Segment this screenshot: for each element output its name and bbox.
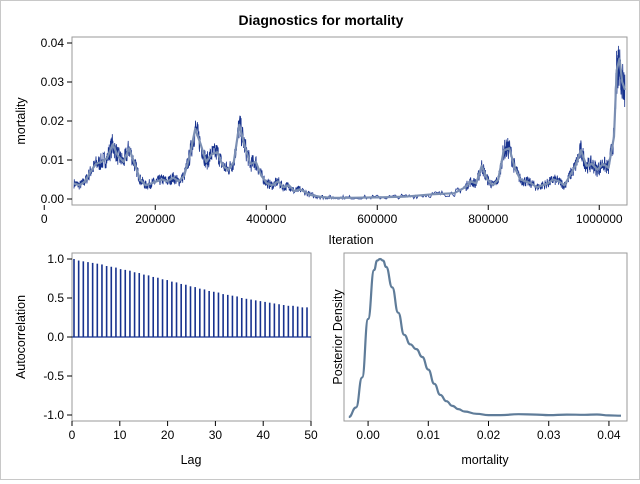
y-tick-label: 0.03: [41, 75, 65, 89]
trace-xlabel: Iteration: [328, 233, 373, 247]
density-curve: [348, 257, 622, 419]
y-tick-label: 0.0: [47, 330, 64, 344]
x-tick-label: 800000: [468, 212, 508, 226]
y-tick-label: 0.01: [41, 153, 65, 167]
trace-ylabel: mortality: [14, 97, 28, 145]
y-tick-label: 0.00: [41, 192, 65, 206]
x-tick-label: 50: [304, 428, 318, 442]
y-tick-label: 0.02: [41, 114, 65, 128]
density-plot: mortality Posterior Density 0.00 0.01 0.02…: [331, 252, 628, 467]
trace-plot: Iteration mortality 0 200000 400000 600000 8…: [14, 36, 628, 247]
trace-series-line: [73, 45, 626, 201]
x-tick-label: 0.04: [597, 428, 621, 442]
trace-smoothed-line: [73, 57, 627, 199]
x-tick-label: 20: [161, 428, 175, 442]
x-tick-label: 0.03: [537, 428, 561, 442]
x-tick-label: 0.00: [356, 428, 380, 442]
x-tick-label: 0: [69, 428, 76, 442]
x-tick-label: 30: [209, 428, 223, 442]
x-tick-label: 1000000: [576, 212, 623, 226]
autocorrelation-plot: Lag Autocorrelation 0 10 20 30 40 50 -1.0 -0.5 0…: [14, 252, 318, 467]
x-tick-label: 0.01: [417, 428, 441, 442]
density-xlabel: mortality: [461, 453, 509, 467]
acf-xlabel: Lag: [181, 453, 202, 467]
x-tick-label: 200000: [135, 212, 175, 226]
density-plot-frame: [343, 252, 628, 422]
figure-title: Diagnostics for mortality: [239, 12, 404, 28]
y-tick-label: -1.0: [43, 408, 64, 422]
x-tick-label: 600000: [357, 212, 397, 226]
x-tick-label: 40: [257, 428, 271, 442]
y-tick-label: 1.0: [47, 252, 64, 266]
x-tick-label: 0: [41, 212, 48, 226]
x-tick-label: 10: [113, 428, 127, 442]
y-tick-label: -0.5: [43, 369, 64, 383]
x-tick-label: 400000: [246, 212, 286, 226]
x-tick-label: 0.02: [477, 428, 501, 442]
trace-plot-frame: [71, 36, 628, 206]
acf-ylabel: Autocorrelation: [14, 295, 28, 379]
y-tick-label: 0.04: [41, 36, 65, 50]
y-tick-label: 0.5: [47, 291, 64, 305]
density-ylabel: Posterior Density: [331, 289, 345, 385]
